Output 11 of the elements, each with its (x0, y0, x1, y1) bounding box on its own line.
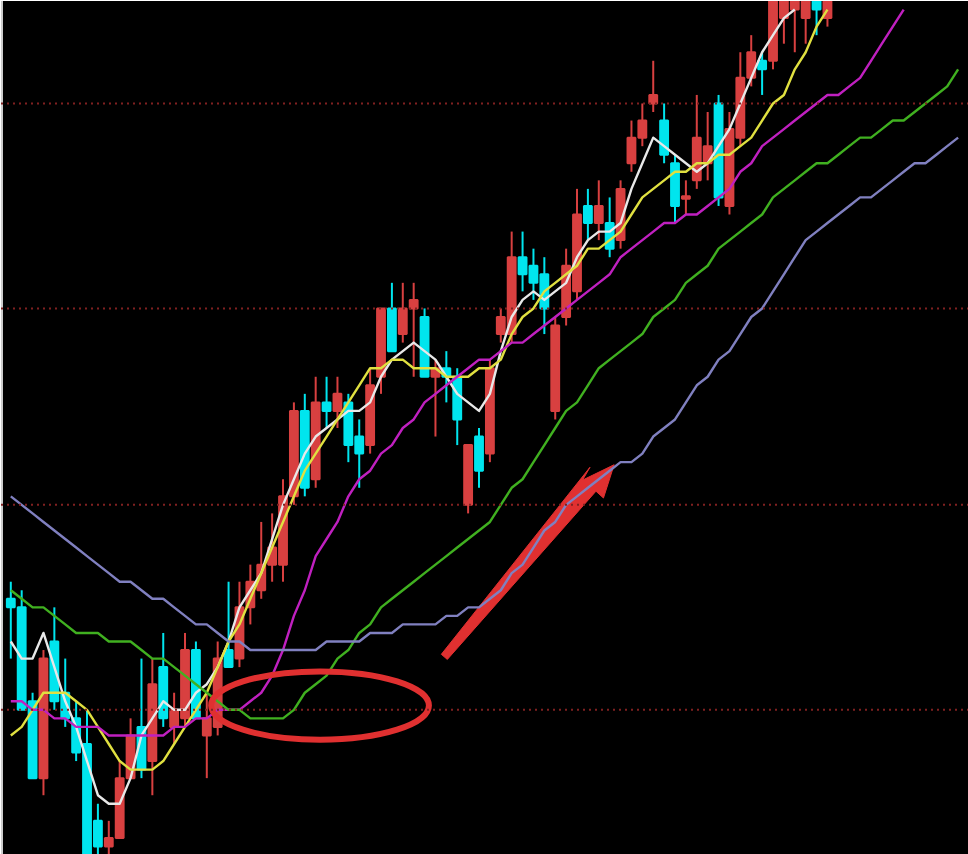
candlestick (474, 427, 484, 489)
candlestick (670, 153, 680, 225)
candlestick (648, 59, 659, 114)
candlestick (321, 375, 332, 429)
candlestick (659, 102, 670, 165)
candlestick (386, 281, 397, 353)
candlestick (582, 187, 593, 242)
candlestick (811, 1, 822, 37)
candlestick (332, 375, 343, 429)
candlestick (593, 179, 604, 242)
candlestick (680, 179, 691, 216)
